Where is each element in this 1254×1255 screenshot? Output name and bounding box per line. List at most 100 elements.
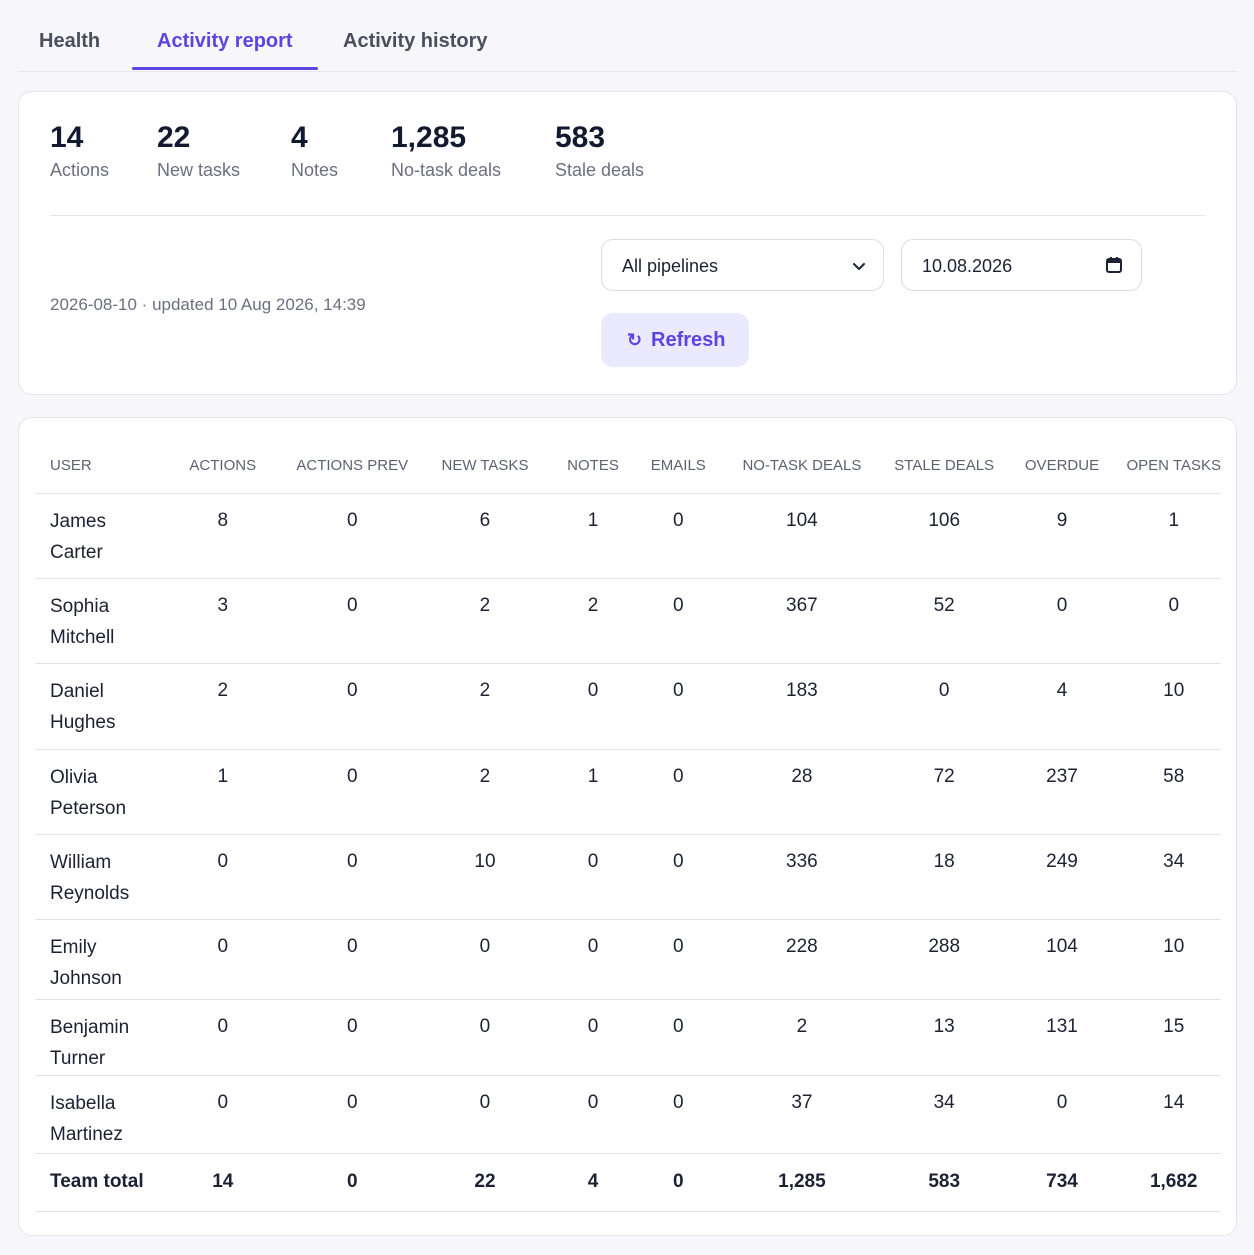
refresh-icon: ↻: [627, 330, 643, 350]
tab-bar: Health Activity report Activity history: [18, 0, 1237, 72]
user-first-name: Olivia: [50, 767, 98, 788]
user-name-cell[interactable]: Emily Johnson: [35, 919, 169, 1000]
table-cell: 15: [1126, 999, 1221, 1076]
stat-value: 4: [291, 121, 308, 154]
user-first-name: Sophia: [50, 596, 110, 617]
column-header-new-tasks[interactable]: New tasks: [427, 438, 543, 494]
table-cell: 0: [643, 493, 714, 579]
table-cell: 0: [643, 578, 714, 664]
column-header-user[interactable]: User: [35, 438, 169, 494]
tab-activity-history[interactable]: Activity history: [343, 30, 488, 52]
column-header-notes[interactable]: Notes: [542, 438, 644, 494]
table-cell: 0: [997, 578, 1127, 664]
column-header-overdue[interactable]: Overdue: [997, 438, 1127, 494]
user-first-name: Isabella: [50, 1093, 116, 1114]
user-last-name: Peterson: [50, 798, 127, 819]
stat-value: 14: [50, 121, 84, 154]
column-header-emails[interactable]: Emails: [643, 438, 714, 494]
table-cell: 0: [276, 493, 428, 579]
table-cell: 10: [427, 834, 543, 920]
stat-label: New tasks: [157, 160, 241, 180]
user-last-name: Johnson: [50, 968, 122, 989]
user-last-name: Carter: [50, 542, 103, 563]
user-name-cell[interactable]: James Carter: [35, 493, 169, 579]
table-body: James Carter 8 0 6 1 0 104 106 9 1 Sophia Mitchell 3 0…: [35, 493, 1221, 1212]
table-cell: 104: [713, 493, 891, 579]
table-cell: 0: [643, 1075, 714, 1154]
table-cell: 6: [427, 493, 543, 579]
column-header-no-task-deals[interactable]: No-task deals: [713, 438, 891, 494]
table-cell: 0: [276, 749, 428, 835]
tab-activity-report[interactable]: Activity report: [157, 30, 293, 52]
team-total-cell: 22: [427, 1153, 543, 1212]
table-cell: 131: [997, 999, 1127, 1076]
table-cell: 1: [168, 749, 277, 835]
table-cell: 0: [168, 999, 277, 1076]
table-cell: 288: [890, 919, 998, 1000]
table-row: Emily Johnson 0 0 0 0 0 228 288 104 10: [35, 919, 1221, 1000]
column-header-actions[interactable]: Actions: [168, 438, 277, 494]
table-row: William Reynolds 0 0 10 0 0 336 18 249 34: [35, 834, 1221, 920]
stat-value: 1,285: [391, 121, 467, 154]
date-input[interactable]: 10.08.2026: [901, 239, 1142, 291]
user-name-cell[interactable]: William Reynolds: [35, 834, 169, 920]
calendar-icon[interactable]: [1105, 256, 1123, 274]
divider: [50, 215, 1205, 216]
column-header-stale-deals[interactable]: Stale deals: [890, 438, 998, 494]
team-total-cell: 1,682: [1126, 1153, 1221, 1212]
table-cell: 0: [168, 1075, 277, 1154]
table-cell: 0: [427, 919, 543, 1000]
table-cell: 0: [276, 919, 428, 1000]
user-first-name: James: [50, 511, 106, 532]
table-cell: 2: [427, 578, 543, 664]
table-cell: 2: [427, 749, 543, 835]
pipeline-select[interactable]: All pipelines: [601, 239, 884, 291]
table-cell: 0: [890, 663, 998, 750]
stat-value: 22: [157, 121, 191, 154]
refresh-button-label: Refresh: [651, 329, 726, 351]
user-name-cell[interactable]: Daniel Hughes: [35, 663, 169, 750]
table-cell: 8: [168, 493, 277, 579]
table-row: Daniel Hughes 2 0 2 0 0 183 0 4 10: [35, 663, 1221, 750]
table-cell: 228: [713, 919, 891, 1000]
team-total-row: Team total 14 0 22 4 0 1,285 583 734 1,682: [35, 1153, 1221, 1212]
tab-health[interactable]: Health: [39, 30, 101, 52]
user-first-name: Emily: [50, 937, 97, 958]
stat-label: Notes: [291, 160, 339, 180]
table-cell: 34: [890, 1075, 998, 1154]
table-row: Benjamin Turner 0 0 0 0 0 2 13 131 15: [35, 999, 1221, 1076]
user-name-cell[interactable]: Olivia Peterson: [35, 749, 169, 835]
user-name-cell[interactable]: Isabella Martinez: [35, 1075, 169, 1154]
table-cell: 13: [890, 999, 998, 1076]
column-header-actions-prev[interactable]: Actions prev: [276, 438, 428, 494]
user-name-cell[interactable]: Benjamin Turner: [35, 999, 169, 1076]
user-first-name: William: [50, 852, 112, 873]
table-cell: 0: [276, 663, 428, 750]
table-cell: 0: [542, 1075, 644, 1154]
user-name-cell[interactable]: Sophia Mitchell: [35, 578, 169, 664]
user-last-name: Reynolds: [50, 883, 130, 904]
table-cell: 0: [276, 578, 428, 664]
table-cell: 106: [890, 493, 998, 579]
date-input-value: 10.08.2026: [922, 256, 1013, 276]
table-row: Olivia Peterson 1 0 2 1 0 28 72 237 58: [35, 749, 1221, 835]
table-cell: 1: [542, 493, 644, 579]
table-cell: 0: [276, 1075, 428, 1154]
table-cell: 2: [542, 578, 644, 664]
activity-table: User Actions Actions prev New tasks Note…: [35, 438, 1221, 1212]
stat-stale-deals: 583 Stale deals: [555, 120, 644, 181]
table-cell: 10: [1126, 663, 1221, 750]
team-total-cell: 583: [890, 1153, 998, 1212]
table-cell: 9: [997, 493, 1127, 579]
table-cell: 2: [427, 663, 543, 750]
table-cell: 104: [997, 919, 1127, 1000]
column-header-open-tasks[interactable]: Open tasks: [1126, 438, 1221, 494]
table-row: James Carter 8 0 6 1 0 104 106 9 1: [35, 493, 1221, 579]
table-cell: 0: [542, 999, 644, 1076]
table-cell: 28: [713, 749, 891, 835]
refresh-button[interactable]: ↻ Refresh: [601, 313, 749, 367]
table-cell: 4: [997, 663, 1127, 750]
table-row: Sophia Mitchell 3 0 2 2 0 367 52 0 0: [35, 578, 1221, 664]
summary-card: 14 Actions 22 New tasks 4 Notes 1,285 No…: [18, 91, 1237, 395]
stat-value: 583: [555, 121, 606, 154]
